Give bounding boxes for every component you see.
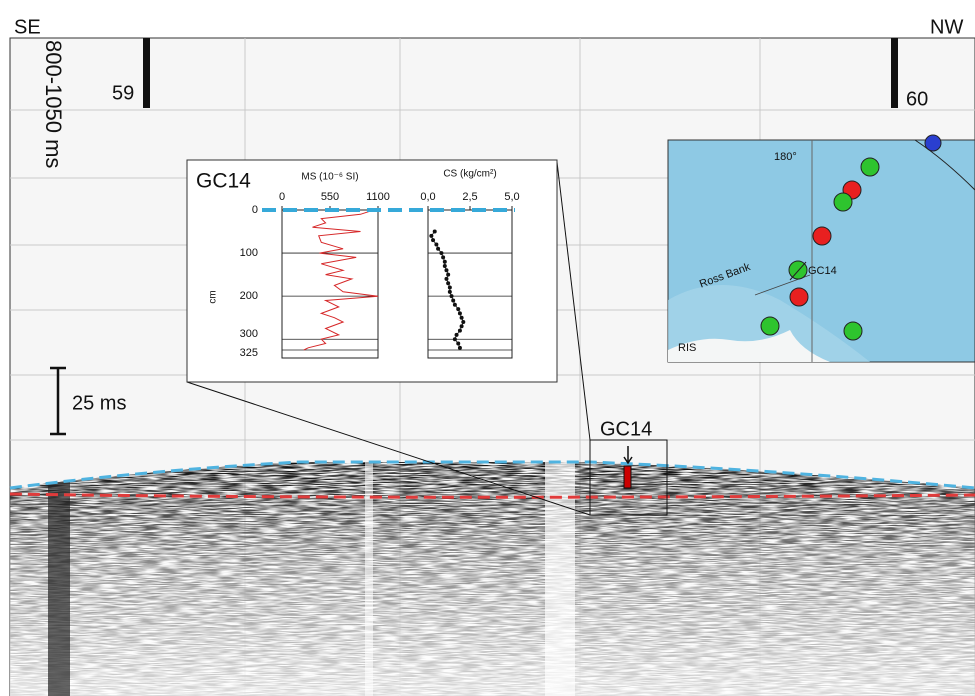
- core-label: GC14: [600, 418, 652, 440]
- y-tick-label: 100: [240, 247, 258, 259]
- cs-point: [446, 281, 451, 286]
- cs-point: [451, 298, 456, 303]
- time-window-label: 800-1050 ms: [41, 40, 66, 168]
- location-map: 180° Ross Bank GC14 RIS: [667, 134, 975, 363]
- map-label: GC14: [808, 265, 837, 277]
- cs-point: [447, 289, 452, 294]
- cs-point: [457, 311, 462, 316]
- cs-point: [432, 229, 437, 234]
- cs-point: [452, 337, 457, 342]
- cs-point: [459, 315, 464, 320]
- shotpoint-label: 59: [112, 82, 134, 104]
- panel-title: CS (kg/cm²): [443, 169, 496, 180]
- core-inset: GC14 cm MS (10⁻⁶ SI) CS (kg/cm²) 0 550 110…: [186, 159, 558, 383]
- y-tick-label: 300: [240, 328, 258, 340]
- map-label: RIS: [678, 342, 696, 354]
- cs-point: [442, 264, 447, 268]
- y-tick-label: 0: [252, 204, 258, 216]
- shotpoint-label: 60: [906, 88, 928, 110]
- cs-point: [457, 328, 462, 333]
- cs-point: [454, 332, 459, 337]
- cs-point: [441, 255, 446, 260]
- y-tick-label: 200: [240, 290, 258, 302]
- direction-label: SE: [14, 16, 41, 38]
- map-label: 180°: [774, 151, 797, 163]
- cs-point: [459, 324, 464, 329]
- y-tick-label: 325: [240, 347, 258, 359]
- cs-point: [461, 320, 466, 324]
- x-tick-label: 5,0: [504, 191, 519, 203]
- panel-title: MS (10⁻⁶ SI): [301, 172, 358, 183]
- cs-point: [457, 345, 462, 350]
- cs-point: [446, 272, 451, 277]
- cs-point: [456, 341, 461, 346]
- cs-point: [456, 307, 461, 312]
- depth-axis-label: cm: [208, 290, 219, 303]
- cs-point: [452, 302, 457, 307]
- cs-point: [447, 285, 452, 290]
- cs-point: [439, 251, 444, 256]
- ms-curve: [303, 209, 379, 351]
- direction-label: NW: [930, 16, 963, 38]
- x-tick-label: 0: [279, 191, 285, 203]
- cs-point: [436, 246, 441, 251]
- x-tick-label: 1100: [366, 191, 390, 203]
- x-tick-label: 550: [321, 191, 339, 203]
- x-tick-label: 0,0: [420, 191, 435, 203]
- cs-point: [444, 276, 449, 281]
- scale-bar-label: 25 ms: [72, 392, 126, 414]
- cs-point: [449, 294, 454, 299]
- cs-line: [430, 231, 464, 348]
- cs-point: [431, 238, 436, 243]
- inset-title: GC14: [196, 170, 251, 193]
- cs-point: [442, 259, 447, 264]
- cs-point: [434, 242, 439, 247]
- cs-point: [444, 268, 449, 273]
- x-tick-label: 2,5: [462, 191, 477, 203]
- cs-point: [429, 233, 434, 238]
